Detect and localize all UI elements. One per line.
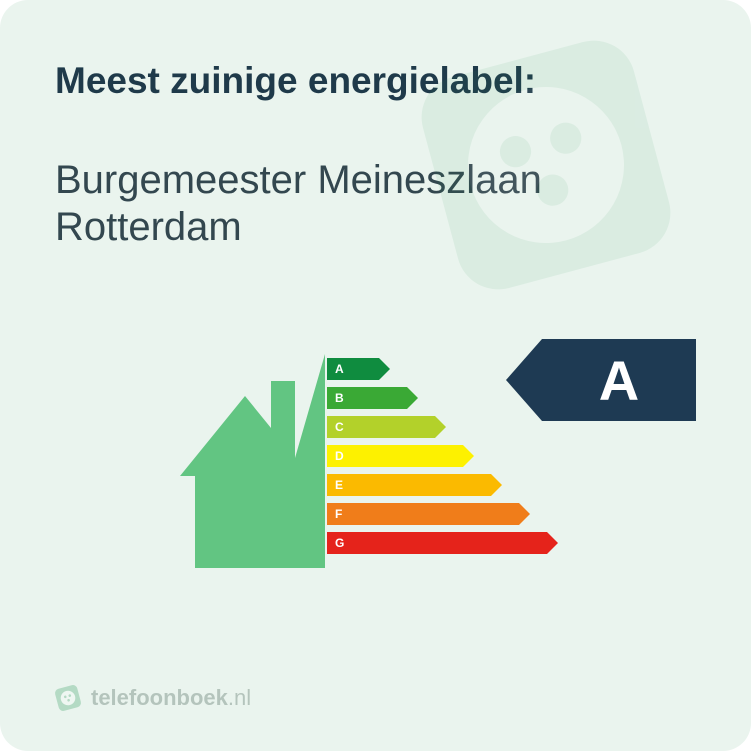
energy-bar-body: A	[327, 358, 379, 380]
callout-arrow-tip	[506, 339, 542, 421]
energy-bar-body: G	[327, 532, 547, 554]
energy-bar-tip	[547, 532, 558, 554]
footer-brand-name: telefoonboek	[91, 685, 228, 710]
energy-bar-body: E	[327, 474, 491, 496]
energy-bar-f: F	[327, 503, 558, 525]
rating-callout: A	[506, 339, 696, 421]
energy-bar-tip	[491, 474, 502, 496]
energy-bar-d: D	[327, 445, 558, 467]
energy-visual: ABCDEFG A	[55, 346, 696, 596]
energy-bar-tip	[379, 358, 390, 380]
energy-bar-body: D	[327, 445, 463, 467]
energy-bar-tip	[407, 387, 418, 409]
energy-bar-e: E	[327, 474, 558, 496]
footer-tld: .nl	[228, 685, 251, 710]
energy-bar-tip	[463, 445, 474, 467]
energy-bar-tip	[435, 416, 446, 438]
energy-bar-body: B	[327, 387, 407, 409]
energy-bar-tip	[519, 503, 530, 525]
energy-bar-body: F	[327, 503, 519, 525]
energy-label-card: Meest zuinige energielabel: Burgemeester…	[0, 0, 751, 751]
footer-text: telefoonboek.nl	[91, 685, 251, 711]
address-city: Rotterdam	[55, 205, 242, 249]
footer-logo-icon	[52, 682, 84, 714]
energy-bar-g: G	[327, 532, 558, 554]
background-decoration	[387, 6, 705, 324]
energy-bar-body: C	[327, 416, 435, 438]
callout-label: A	[542, 339, 696, 421]
footer-brand: telefoonboek.nl	[55, 685, 251, 711]
house-icon	[175, 346, 325, 576]
